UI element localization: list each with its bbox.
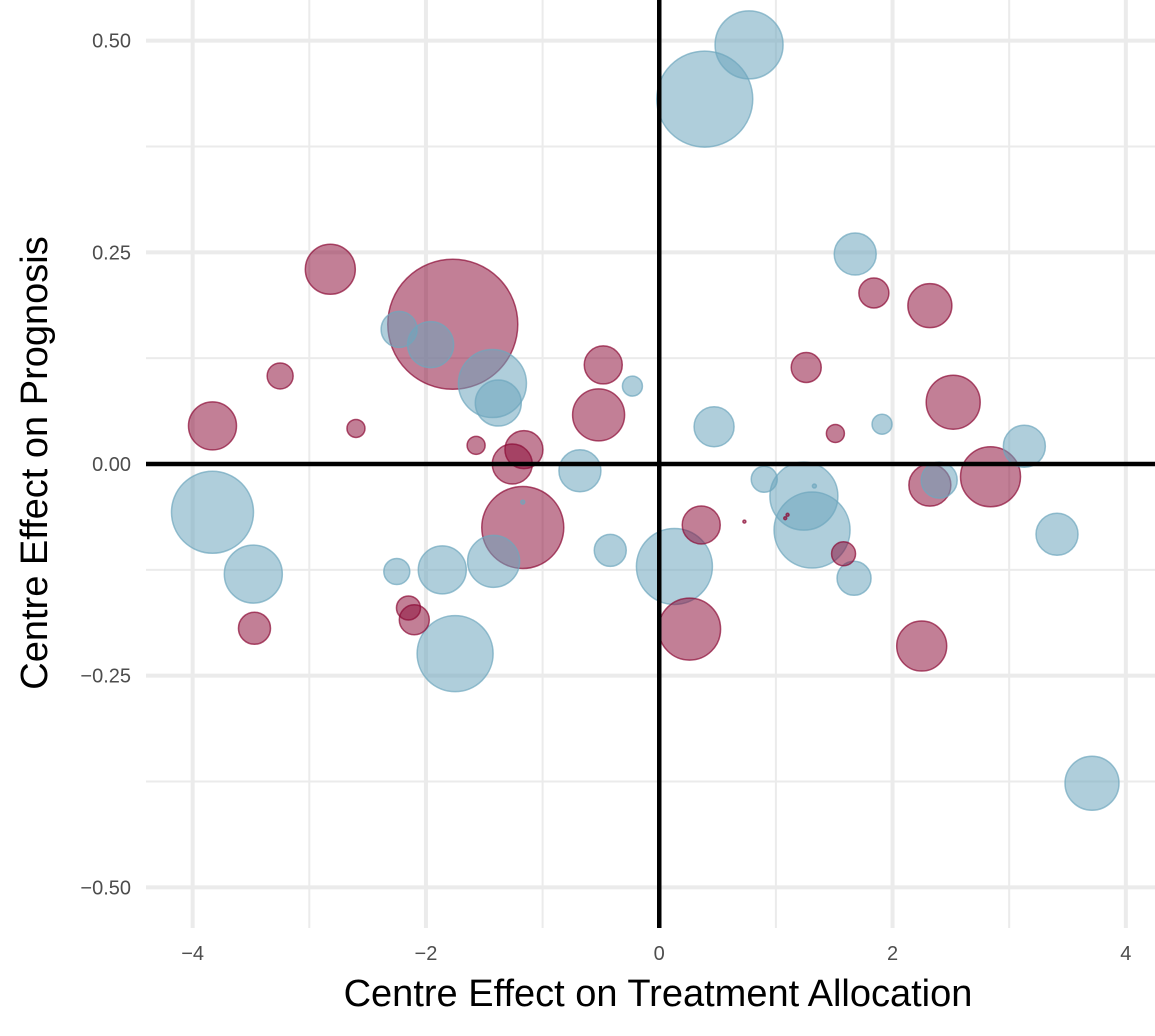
x-tick-label: −2	[415, 943, 438, 965]
scatter-point	[790, 351, 822, 384]
y-tick-label: 0.50	[92, 31, 131, 53]
scatter-point	[657, 597, 722, 661]
y-tick-label: −0.25	[80, 666, 131, 688]
scatter-point	[466, 534, 521, 589]
scatter-point	[836, 560, 872, 597]
scatter-point	[346, 418, 366, 439]
scatter-point	[858, 277, 890, 309]
scatter-point	[693, 405, 735, 448]
data-points	[170, 10, 1120, 811]
scatter-point	[223, 544, 284, 604]
scatter-point	[187, 401, 238, 451]
x-tick-label: 4	[1120, 943, 1131, 965]
scatter-point	[655, 50, 754, 148]
scatter-point	[1002, 424, 1047, 468]
scatter-point	[959, 445, 1022, 508]
scatter-point	[621, 375, 644, 397]
scatter-point	[380, 310, 418, 349]
scatter-point	[871, 413, 893, 435]
scatter-point	[1035, 512, 1079, 557]
scatter-point	[895, 620, 948, 672]
scatter-point	[811, 483, 818, 489]
scatter-point	[383, 557, 411, 586]
y-axis-title: Centre Effect on Prognosis	[14, 236, 56, 689]
scatter-point	[266, 362, 294, 390]
scatter-point	[782, 515, 788, 521]
scatter-point	[504, 429, 544, 470]
scatter-point	[416, 614, 494, 693]
y-tick-label: 0.00	[92, 454, 131, 476]
scatter-point	[785, 512, 790, 518]
y-tick-label: −0.50	[80, 877, 131, 899]
scatter-point	[304, 243, 357, 296]
y-tick-label: 0.25	[92, 242, 131, 264]
x-tick-label: 0	[654, 943, 665, 965]
scatter-point	[920, 461, 958, 499]
reference-lines	[146, 0, 1155, 928]
scatter-point	[593, 533, 628, 568]
scatter-point	[833, 232, 877, 276]
scatter-point	[750, 465, 778, 493]
x-tick-label: −4	[181, 943, 204, 965]
scatter-point	[830, 541, 857, 567]
scatter-point	[825, 423, 846, 444]
scatter-point	[742, 519, 747, 524]
scatter-point	[714, 10, 784, 80]
scatter-point	[681, 505, 721, 545]
scatter-point	[907, 282, 953, 329]
scatter-point	[583, 345, 624, 385]
scatter-point	[417, 545, 468, 595]
scatter-point	[520, 499, 526, 505]
scatter-point	[558, 449, 602, 493]
x-tick-label: 2	[887, 943, 898, 965]
scatter-point	[237, 611, 272, 646]
tick-labels: −4 −2 0 2 4 −0.50 −0.25 0.00 0.25 0.50	[80, 31, 1131, 965]
x-axis-title: Centre Effect on Treatment Allocation	[344, 973, 973, 1015]
scatter-point	[170, 470, 255, 555]
scatter-point	[769, 461, 839, 531]
scatter-point	[466, 435, 486, 456]
scatter-point	[474, 379, 523, 427]
scatter-point	[1064, 755, 1120, 811]
scatter-point	[925, 374, 981, 430]
scatter-point	[395, 595, 422, 621]
scatter-point	[571, 388, 626, 442]
